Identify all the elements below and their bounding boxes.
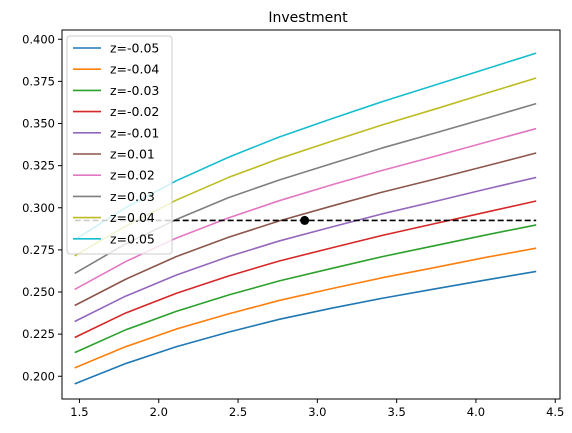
y-tick-label: 0.250 xyxy=(22,285,55,299)
x-tick-label: 3.0 xyxy=(308,405,326,419)
x-tick-label: 2.5 xyxy=(229,405,247,419)
series-line-2 xyxy=(74,224,537,354)
series-line-0 xyxy=(74,270,537,385)
marker-point xyxy=(300,215,310,225)
legend-label-8: z=0.04 xyxy=(110,210,155,225)
legend-label-7: z=0.03 xyxy=(110,189,155,204)
chart-title: Investment xyxy=(268,10,348,26)
legend-label-4: z=-0.01 xyxy=(110,125,159,140)
legend-label-3: z=-0.02 xyxy=(110,104,159,119)
legend-label-5: z=0.01 xyxy=(110,147,155,162)
legend-label-9: z=0.05 xyxy=(110,231,155,246)
x-tick-label: 1.5 xyxy=(70,405,88,419)
y-tick-label: 0.375 xyxy=(22,74,55,88)
legend-label-2: z=-0.03 xyxy=(110,83,159,98)
legend: z=-0.05 z=-0.04 z=-0.03 z=-0.02 z=-0.01 z=0.0… xyxy=(66,35,173,255)
axes: 1.5 2.0 2.5 3.0 3.5 4.0 4.5 0.200 0.225 0.250 0.27… xyxy=(22,29,564,419)
x-tick-label: 4.0 xyxy=(467,405,485,419)
y-tick-label: 0.225 xyxy=(22,327,55,341)
y-tick-label: 0.325 xyxy=(22,159,55,173)
x-tick-label: 4.5 xyxy=(546,405,564,419)
series-line-4 xyxy=(74,176,537,323)
y-tick-label: 0.350 xyxy=(22,117,55,131)
y-tick-label: 0.200 xyxy=(22,369,55,383)
legend-label-0: z=-0.05 xyxy=(110,41,159,56)
series-line-1 xyxy=(74,247,537,369)
x-tick-label: 2.0 xyxy=(150,405,168,419)
y-tick-label: 0.400 xyxy=(22,32,55,46)
axes-frame xyxy=(61,29,561,400)
y-tick-label: 0.275 xyxy=(22,243,55,257)
series-line-5 xyxy=(74,152,537,307)
y-tick-label: 0.300 xyxy=(22,201,55,215)
x-tick-label: 3.5 xyxy=(387,405,405,419)
series-line-3 xyxy=(74,200,537,339)
legend-label-6: z=0.02 xyxy=(110,168,155,183)
legend-label-1: z=-0.04 xyxy=(110,62,159,77)
